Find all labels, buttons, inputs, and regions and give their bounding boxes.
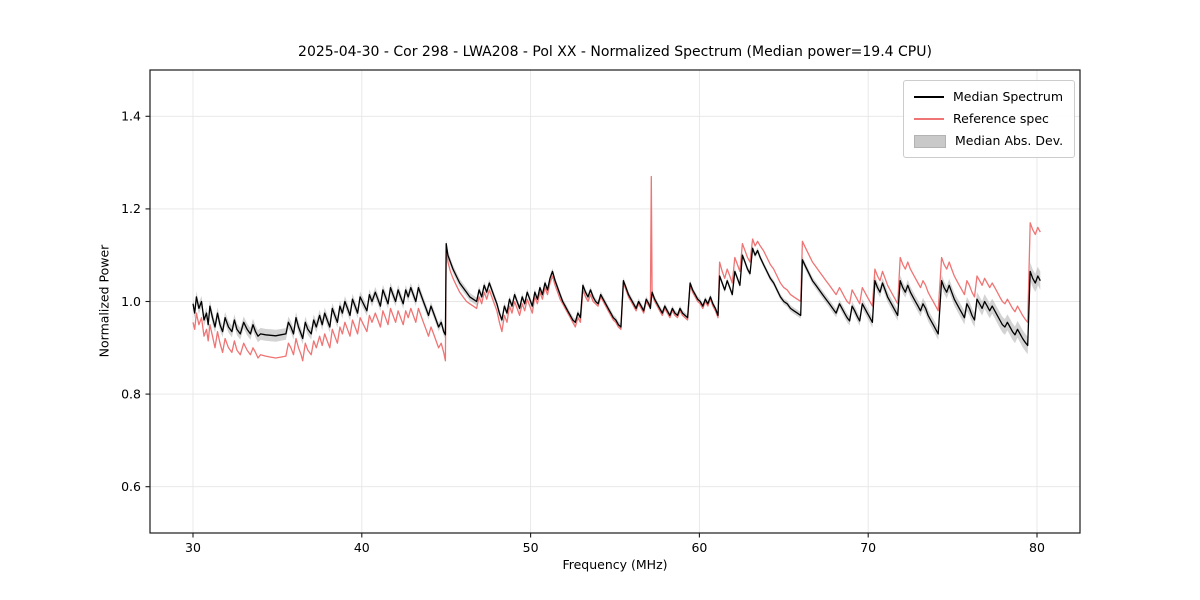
chart-title: 2025-04-30 - Cor 298 - LWA208 - Pol XX -… bbox=[298, 44, 932, 60]
y-tick-label: 1.0 bbox=[121, 294, 141, 309]
x-tick-label: 70 bbox=[860, 540, 876, 555]
legend-label: Reference spec bbox=[953, 111, 1049, 126]
legend-item-median-abs-dev: Median Abs. Dev. bbox=[914, 132, 1064, 150]
x-tick-label: 60 bbox=[691, 540, 707, 555]
mad-band-patch-swatch bbox=[914, 134, 946, 148]
reference-spec-line-swatch bbox=[914, 118, 944, 120]
median-spectrum-line-swatch bbox=[914, 96, 944, 98]
legend-label: Median Abs. Dev. bbox=[955, 133, 1064, 148]
x-tick-label: 80 bbox=[1029, 540, 1045, 555]
legend-item-median-spectrum: Median Spectrum bbox=[914, 88, 1064, 106]
x-tick-label: 50 bbox=[523, 540, 539, 555]
legend-item-reference-spec: Reference spec bbox=[914, 110, 1064, 128]
x-tick-label: 30 bbox=[185, 540, 201, 555]
y-tick-label: 1.4 bbox=[121, 109, 141, 124]
y-tick-label: 1.2 bbox=[121, 201, 141, 216]
x-tick-label: 40 bbox=[354, 540, 370, 555]
y-axis-label: Normalized Power bbox=[96, 244, 112, 358]
median-spectrum-line bbox=[192, 242, 1041, 347]
y-tick-label: 0.6 bbox=[121, 479, 141, 494]
y-tick-label: 0.8 bbox=[121, 386, 141, 401]
mad-band bbox=[193, 239, 1041, 355]
x-axis-label: Frequency (MHz) bbox=[562, 557, 668, 572]
legend-label: Median Spectrum bbox=[953, 89, 1064, 104]
legend: Median Spectrum Reference spec Median Ab… bbox=[903, 80, 1075, 158]
reference-spec-line bbox=[192, 175, 1041, 362]
